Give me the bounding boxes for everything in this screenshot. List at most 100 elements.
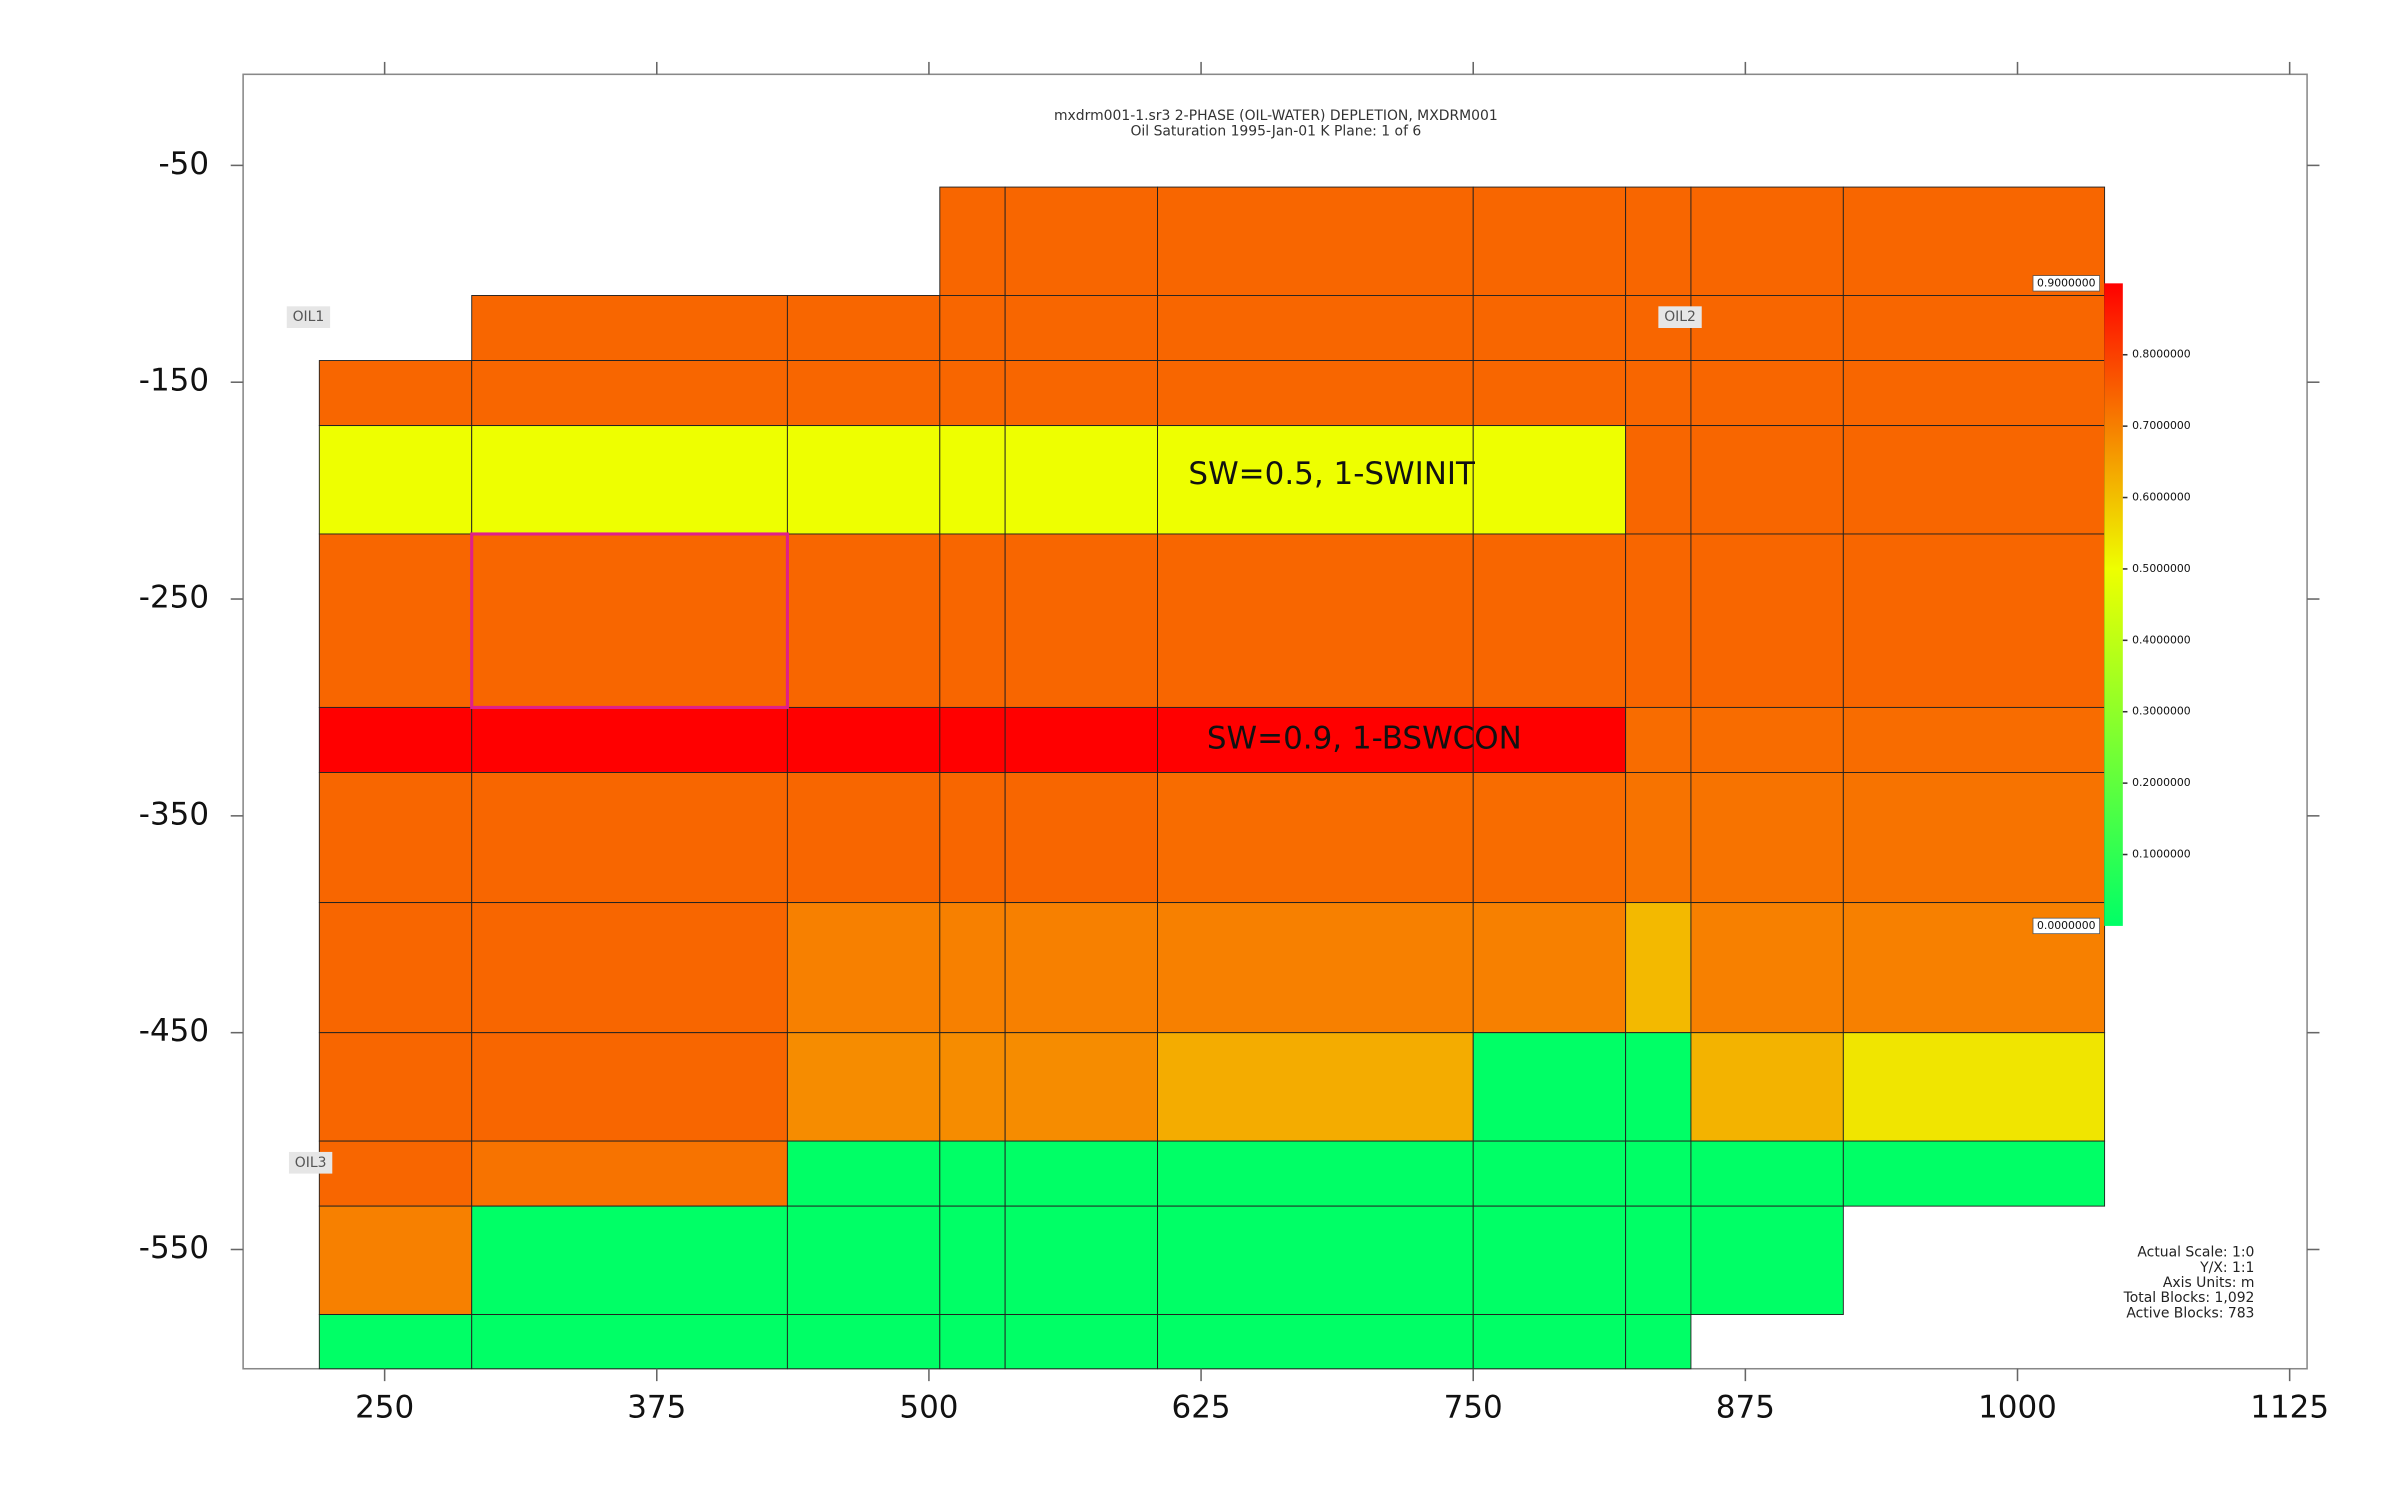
grid-cell — [471, 1032, 788, 1142]
grid-cell — [1690, 902, 1844, 1034]
colorbar-label: 0.2000000 — [2132, 776, 2191, 789]
grid-cell — [1004, 186, 1158, 296]
grid-cell — [471, 360, 788, 427]
grid-cell — [318, 706, 473, 773]
colorbar-label: 0.1000000 — [2132, 848, 2191, 861]
x-tick-label: 875 — [1716, 1390, 1775, 1426]
grid-cell — [939, 295, 1006, 361]
y-tick-label: -350 — [139, 796, 209, 832]
grid-cell — [1690, 533, 1844, 708]
grid-cell — [1690, 772, 1844, 904]
colorbar-label-box — [2032, 917, 2100, 935]
grid-cell — [471, 533, 788, 708]
grid-cell — [1157, 533, 1474, 708]
grid-cell — [1157, 706, 1474, 773]
grid-cell — [318, 902, 473, 1034]
grid-cell — [1472, 425, 1627, 535]
grid-cell — [1690, 186, 1844, 296]
grid-cell — [1690, 1205, 1844, 1316]
grid-cell — [1004, 902, 1158, 1034]
y-tick-label: -250 — [139, 580, 209, 616]
colorbar-label-box — [2032, 275, 2100, 292]
grid-cell — [471, 706, 788, 773]
grid-cell — [1842, 1032, 2106, 1142]
colorbar-label: 0.6000000 — [2132, 491, 2191, 504]
grid-cell — [786, 902, 941, 1034]
well-label-box — [288, 1151, 333, 1174]
grid-cell — [1472, 360, 1627, 427]
grid-cell — [1690, 360, 1844, 427]
grid-cell — [1004, 1314, 1158, 1370]
info-line: Active Blocks: 783 — [2126, 1305, 2254, 1321]
grid-cell — [1157, 186, 1474, 296]
grid-cell — [318, 533, 473, 708]
x-tick-label: 1125 — [2250, 1390, 2329, 1426]
selected-block — [470, 532, 789, 709]
grid-cell — [318, 1032, 473, 1142]
grid-cell — [471, 295, 788, 361]
grid-cell — [1690, 425, 1844, 535]
colorbar-label: 0.7000000 — [2132, 419, 2191, 432]
grid-cell — [1157, 1032, 1474, 1142]
grid-cell — [1004, 533, 1158, 708]
chart-title: mxdrm001-1.sr3 2-PHASE (OIL-WATER) DEPLE… — [1054, 108, 1498, 124]
grid-cell — [1472, 902, 1627, 1034]
well-label: OIL1 — [293, 309, 325, 325]
annotation: SW=0.9, 1-BSWCON — [1207, 720, 1522, 756]
grid-cell — [1625, 772, 1692, 904]
grid-cell — [786, 360, 941, 427]
grid-cell — [1842, 425, 2106, 535]
grid-cell — [939, 706, 1006, 773]
grid-cell — [939, 360, 1006, 427]
grid-cell — [1625, 533, 1692, 708]
grid-cell — [1004, 1205, 1158, 1316]
grid-cell — [939, 533, 1006, 708]
grid-cell — [1472, 533, 1627, 708]
grid-cell — [1157, 902, 1474, 1034]
grid-cell — [939, 772, 1006, 904]
grid-cell — [1625, 186, 1692, 296]
grid-cell — [1004, 425, 1158, 535]
grid-cell — [318, 1140, 473, 1207]
colorbar-label: 0.8000000 — [2132, 348, 2191, 361]
grid-cell — [939, 425, 1006, 535]
x-tick-label: 625 — [1172, 1390, 1231, 1426]
grid-cell — [1625, 295, 1692, 361]
grid-cell — [1472, 1140, 1627, 1207]
colorbar — [2104, 283, 2123, 926]
chart-subtitle: Oil Saturation 1995-Jan-01 K Plane: 1 of… — [1130, 124, 1421, 140]
grid-cell — [1004, 772, 1158, 904]
grid-cell — [318, 772, 473, 904]
info-line: Actual Scale: 1:0 — [2137, 1245, 2254, 1261]
grid-cell — [1157, 772, 1474, 904]
grid-cell — [939, 902, 1006, 1034]
well-label: OIL2 — [1664, 309, 1696, 325]
grid-cell — [471, 1314, 788, 1370]
grid-cell — [471, 425, 788, 535]
grid-cell — [786, 772, 941, 904]
grid-cell — [1472, 1314, 1627, 1370]
grid-cell — [1625, 1032, 1692, 1142]
info-line: Total Blocks: 1,092 — [2123, 1290, 2255, 1306]
annotation: SW=0.5, 1-SWINIT — [1188, 456, 1475, 492]
grid-cell — [1472, 1205, 1627, 1316]
grid-cell — [939, 186, 1006, 296]
grid-cell — [1157, 1314, 1474, 1370]
colorbar-label: 0.0000000 — [2037, 919, 2096, 932]
grid-cell — [1625, 1205, 1692, 1316]
grid-cell — [1472, 186, 1627, 296]
grid-cell — [786, 1314, 941, 1370]
grid-cell — [471, 1205, 788, 1316]
grid-cell — [1842, 360, 2106, 427]
well-label-box — [1658, 306, 1702, 328]
y-tick-label: -450 — [139, 1013, 209, 1049]
grid-cell — [1625, 1140, 1692, 1207]
grid-cell — [786, 295, 941, 361]
grid-cell — [1625, 425, 1692, 535]
grid-cell — [939, 1032, 1006, 1142]
colorbar-label: 0.9000000 — [2037, 276, 2096, 289]
grid-cell — [939, 1140, 1006, 1207]
y-tick-label: -150 — [139, 363, 209, 399]
x-tick-label: 750 — [1444, 1390, 1503, 1426]
